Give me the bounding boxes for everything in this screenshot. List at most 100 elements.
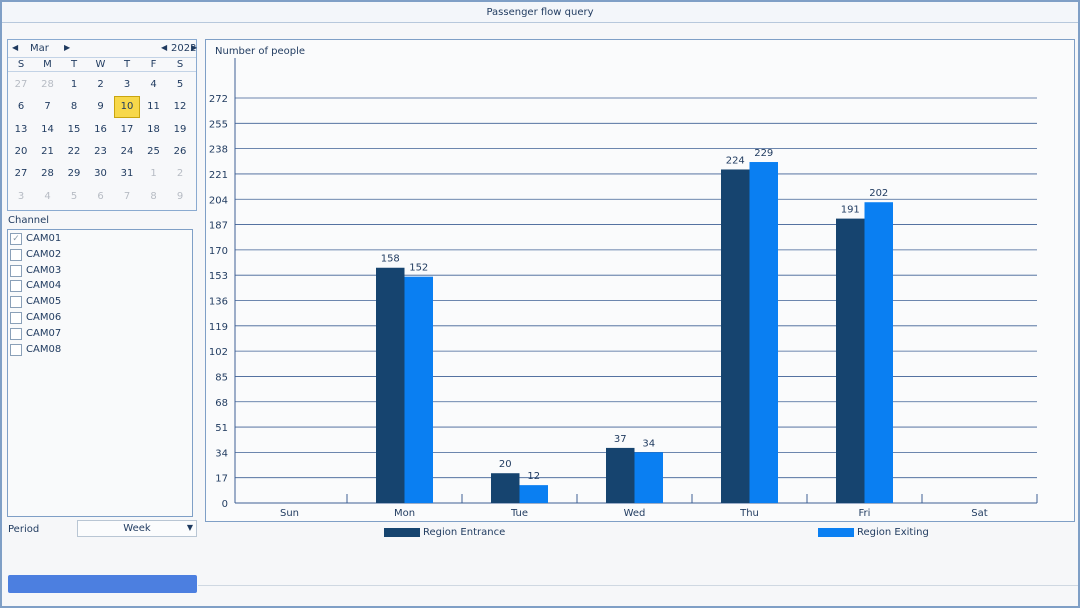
y-tick-label: 170 bbox=[209, 246, 228, 257]
calendar-day[interactable]: 29 bbox=[67, 168, 81, 180]
y-tick-label: 102 bbox=[209, 347, 228, 358]
checkbox[interactable] bbox=[10, 296, 22, 309]
calendar-day[interactable]: 28 bbox=[41, 79, 54, 90]
calendar-day[interactable]: 15 bbox=[67, 123, 81, 135]
calendar-day[interactable]: 5 bbox=[176, 79, 184, 90]
calendar-day[interactable]: 24 bbox=[120, 145, 134, 157]
y-tick-label: 187 bbox=[209, 221, 228, 232]
x-tick-label: Tue bbox=[510, 508, 528, 519]
calendar-day[interactable]: 22 bbox=[67, 145, 81, 157]
y-tick-label: 255 bbox=[209, 119, 228, 130]
calendar-day[interactable]: 2 bbox=[176, 168, 184, 180]
calendar-day[interactable]: 26 bbox=[173, 145, 187, 157]
bottom-divider bbox=[198, 585, 1078, 586]
checkbox[interactable]: ✓ bbox=[10, 233, 22, 245]
channel-item-label: CAM07 bbox=[26, 327, 62, 339]
calendar-day[interactable]: 28 bbox=[41, 168, 54, 180]
channel-item-label: CAM02 bbox=[26, 248, 62, 260]
bar bbox=[491, 473, 520, 503]
channel-item[interactable]: CAM02 bbox=[10, 248, 180, 262]
checkbox[interactable] bbox=[10, 327, 22, 340]
calendar-day[interactable]: 13 bbox=[14, 123, 28, 135]
calendar-day[interactable]: 20 bbox=[14, 145, 28, 157]
channel-item[interactable]: ✓ CAM01 bbox=[10, 232, 180, 246]
bar-value-label: 191 bbox=[841, 205, 860, 216]
calendar-day[interactable]: 1 bbox=[70, 79, 78, 90]
channel-item[interactable]: CAM07 bbox=[10, 327, 180, 341]
calendar-day[interactable]: 14 bbox=[41, 123, 54, 135]
calendar-day[interactable]: 19 bbox=[173, 123, 187, 135]
x-tick-label: Fri bbox=[859, 508, 871, 519]
calendar-day[interactable]: 2 bbox=[97, 79, 104, 90]
calendar-day[interactable]: 25 bbox=[147, 145, 160, 157]
next-month-arrow-icon[interactable]: ▶ bbox=[64, 43, 71, 52]
calendar-day[interactable]: 3 bbox=[17, 190, 25, 202]
calendar-year: 2022 bbox=[171, 43, 197, 54]
calendar-day[interactable]: 16 bbox=[94, 123, 107, 135]
calendar-day[interactable]: 18 bbox=[147, 123, 160, 135]
bar bbox=[404, 276, 433, 503]
calendar-day[interactable]: 3 bbox=[123, 79, 131, 90]
calendar-day-selected[interactable]: 10 bbox=[114, 96, 140, 119]
y-tick-label: 0 bbox=[222, 499, 228, 510]
calendar-month: Mar bbox=[30, 43, 49, 54]
checkbox[interactable] bbox=[10, 248, 22, 261]
channel-label: Channel bbox=[8, 215, 50, 226]
calendar-day[interactable]: 12 bbox=[173, 101, 187, 113]
next-year-arrow-icon[interactable]: ▶ bbox=[191, 43, 198, 52]
bar-value-label: 224 bbox=[726, 155, 745, 166]
search-button[interactable] bbox=[8, 575, 197, 593]
calendar-day[interactable]: 5 bbox=[70, 190, 78, 202]
checkbox[interactable] bbox=[10, 264, 22, 277]
calendar-day[interactable]: 4 bbox=[44, 190, 51, 202]
channel-item[interactable]: CAM06 bbox=[10, 311, 180, 325]
calendar-day[interactable]: 30 bbox=[94, 168, 107, 180]
calendar-day[interactable]: 27 bbox=[14, 79, 28, 90]
calendar-day[interactable]: 7 bbox=[44, 101, 51, 113]
calendar-day[interactable]: 21 bbox=[41, 145, 54, 157]
calendar-day[interactable]: 31 bbox=[120, 168, 134, 180]
y-tick-label: 51 bbox=[215, 423, 228, 434]
checkbox[interactable] bbox=[10, 343, 22, 356]
prev-year-arrow-icon[interactable]: ◀ bbox=[161, 43, 168, 52]
calendar-day[interactable]: 8 bbox=[70, 101, 78, 113]
channel-item[interactable]: CAM03 bbox=[10, 264, 180, 278]
checkbox[interactable] bbox=[10, 312, 22, 324]
calendar-day[interactable]: 17 bbox=[120, 123, 134, 135]
channel-item[interactable]: CAM05 bbox=[10, 295, 180, 309]
bar-value-label: 158 bbox=[381, 254, 400, 265]
passenger-bar-chart: Number of people 0 17 34 51 68 85 102 119 136 153 1… bbox=[209, 46, 1038, 519]
channel-item-label: CAM06 bbox=[26, 312, 62, 323]
weekday-header: T bbox=[70, 59, 78, 70]
y-tick-label: 221 bbox=[209, 170, 228, 181]
x-tick-label: Wed bbox=[624, 508, 646, 519]
channel-item-label: CAM04 bbox=[26, 280, 62, 292]
calendar-day[interactable]: 11 bbox=[147, 101, 160, 113]
calendar-day[interactable]: 8 bbox=[150, 190, 157, 202]
calendar-day[interactable]: 7 bbox=[123, 190, 131, 202]
calendar-day[interactable]: 27 bbox=[14, 168, 28, 180]
calendar-header: ◀ Mar ▶ ◀ 2022 ▶ bbox=[8, 40, 198, 58]
calendar-day[interactable]: 6 bbox=[17, 101, 25, 113]
calendar-day[interactable]: 4 bbox=[150, 79, 157, 90]
channel-item[interactable]: CAM08 bbox=[10, 343, 180, 357]
bar bbox=[634, 452, 663, 503]
calendar-day[interactable]: 9 bbox=[97, 101, 104, 113]
prev-month-arrow-icon[interactable]: ◀ bbox=[12, 43, 19, 52]
y-tick-label: 238 bbox=[209, 145, 228, 156]
channel-item[interactable]: CAM04 bbox=[10, 279, 180, 293]
calendar-day[interactable]: 6 bbox=[97, 190, 104, 202]
calendar-day[interactable]: 1 bbox=[150, 168, 157, 180]
channel-item-label: CAM01 bbox=[26, 233, 62, 244]
x-tick-label: Thu bbox=[739, 508, 759, 519]
checkbox[interactable] bbox=[10, 280, 22, 293]
period-select[interactable]: Week ▼ bbox=[77, 520, 197, 537]
legend-entrance-swatch bbox=[384, 528, 420, 537]
bar-value-label: 152 bbox=[409, 263, 428, 274]
calendar-day[interactable]: 23 bbox=[94, 145, 107, 157]
weekday-header: F bbox=[150, 59, 157, 70]
y-tick-label: 17 bbox=[215, 474, 228, 485]
calendar-day[interactable]: 9 bbox=[176, 190, 184, 202]
legend-exiting-swatch bbox=[818, 528, 854, 537]
y-tick-label: 136 bbox=[209, 297, 228, 308]
